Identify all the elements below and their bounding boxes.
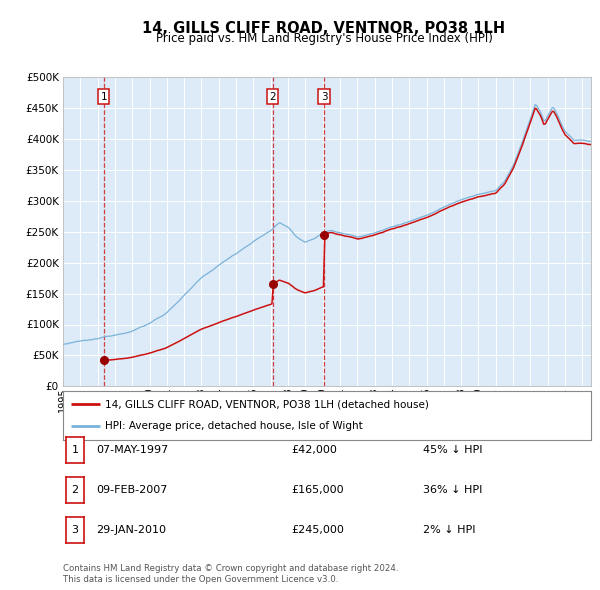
Text: 3: 3 [71, 525, 79, 535]
Text: This data is licensed under the Open Government Licence v3.0.: This data is licensed under the Open Gov… [63, 575, 338, 584]
Text: 29-JAN-2010: 29-JAN-2010 [96, 525, 166, 535]
Text: 2% ↓ HPI: 2% ↓ HPI [423, 525, 476, 535]
Text: 1: 1 [100, 91, 107, 101]
Text: HPI: Average price, detached house, Isle of Wight: HPI: Average price, detached house, Isle… [105, 421, 363, 431]
Text: £42,000: £42,000 [291, 445, 337, 454]
Text: 14, GILLS CLIFF ROAD, VENTNOR, PO38 1LH: 14, GILLS CLIFF ROAD, VENTNOR, PO38 1LH [142, 21, 506, 35]
Text: 36% ↓ HPI: 36% ↓ HPI [423, 485, 482, 494]
Text: 14, GILLS CLIFF ROAD, VENTNOR, PO38 1LH (detached house): 14, GILLS CLIFF ROAD, VENTNOR, PO38 1LH … [105, 399, 429, 409]
Text: Price paid vs. HM Land Registry's House Price Index (HPI): Price paid vs. HM Land Registry's House … [155, 32, 493, 45]
Text: 2: 2 [71, 485, 79, 494]
Text: 09-FEB-2007: 09-FEB-2007 [96, 485, 167, 494]
Text: £165,000: £165,000 [291, 485, 344, 494]
Text: 1: 1 [71, 445, 79, 454]
Text: Contains HM Land Registry data © Crown copyright and database right 2024.: Contains HM Land Registry data © Crown c… [63, 565, 398, 573]
Text: 2: 2 [269, 91, 276, 101]
Text: 45% ↓ HPI: 45% ↓ HPI [423, 445, 482, 454]
Text: 3: 3 [321, 91, 328, 101]
Text: 07-MAY-1997: 07-MAY-1997 [96, 445, 168, 454]
Text: £245,000: £245,000 [291, 525, 344, 535]
